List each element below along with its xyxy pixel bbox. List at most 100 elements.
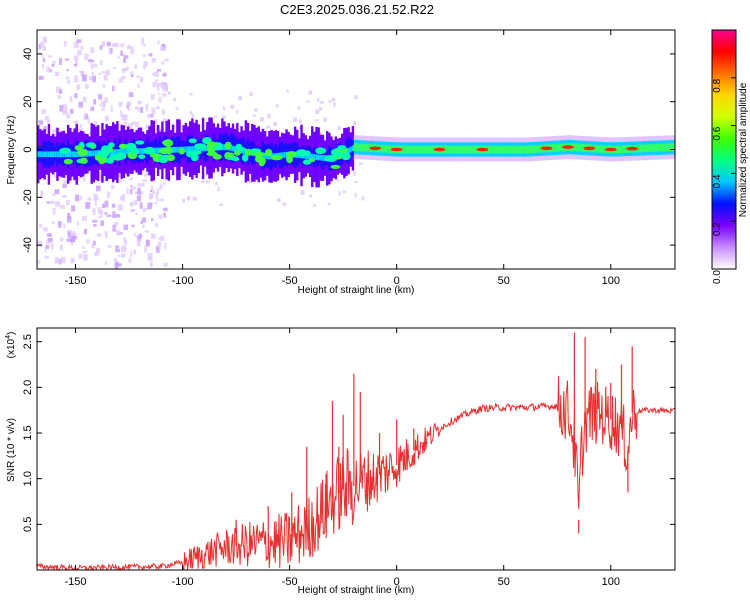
spectrogram-noise-cell [142,217,147,223]
spectrogram-band-core [520,145,524,154]
spectrogram-band-core [171,147,175,153]
spectrogram-blob [190,153,199,162]
spectrogram-x-ticks: -150 -100 -50 0 50 100 [65,30,620,287]
spectrogram-band-core [501,145,504,154]
spectrogram-noise-cell [156,106,160,110]
snr-y-tick-label: 1.5 [22,425,34,440]
spectrogram-noise-cell [37,240,43,247]
snr-x-tick-label: 0 [394,576,400,588]
spectrogram-blob [302,159,312,165]
spectrogram-noise-cell [65,76,70,80]
spectrogram-noise-cell [159,187,162,191]
spectrogram-noise-cell [143,64,146,70]
spectrogram-band-core [193,146,196,152]
spectrogram-noise-cell [66,200,70,206]
spectrogram-blob [138,154,146,159]
spectrogram-noise-cell [87,197,92,201]
spectrogram-band-core [488,145,492,154]
spectrogram-noise-cell [126,102,130,109]
spectrogram-noise-cell [70,257,75,264]
spectrogram-band-core [645,144,648,153]
spectrogram-noise-cell [323,117,327,122]
spectrogram-noise-cell [160,46,165,51]
spectrogram-noise-cell [70,243,74,246]
spectrogram-noise-cell [104,115,109,122]
spectrogram-noise-cell [92,75,96,83]
spectrogram-band-core [43,151,46,158]
spectrogram-band-core [411,145,415,154]
spectrogram-noise-cell [67,231,71,238]
spectrogram-noise-cell [154,79,159,82]
spectrogram-noise-cell [72,235,78,240]
spectrogram-noise-cell [130,48,135,55]
spectrogram-noise-cell [277,198,281,203]
colorbar-tick-label: 0.8 [712,78,723,92]
spectrogram-noise-cell [97,215,102,218]
spectrogram-noise-cell [90,47,95,54]
spectrogram-noise-cell [129,177,133,181]
figure-title: C2E3.2025.036.21.52.R22 [280,2,434,17]
spectrogram-noise-cell [142,208,146,213]
spectrogram-band-core [126,148,130,155]
spectrogram-noise-cell [160,198,164,202]
spectrogram-noise-cell [38,223,43,228]
spectrogram-x-tick-label: 0 [394,275,400,287]
spectrogram-noise-cell [161,109,166,115]
spectrogram-band-core [92,150,96,157]
spectrogram-noise-cell [47,233,52,237]
spectrogram-noise-cell [300,189,305,195]
spectrogram-noise-cell [201,180,205,183]
spectrogram-band-core [122,148,126,155]
snr-frame [36,327,676,571]
spectrogram-noise-cell [78,101,83,108]
spectrogram-noise-cell [108,244,112,248]
spectrogram-noise-cell [73,63,78,67]
spectrogram-band-core [311,153,314,160]
spectrogram-band-core [527,145,530,154]
spectrogram-noise-cell [120,50,123,56]
spectrogram-blob [106,157,115,164]
spectrogram-noise-cell [74,93,78,98]
spectrogram-noise-cell [318,107,323,111]
spectrogram-band-core [418,145,421,154]
spectrogram-noise-cell [131,224,135,228]
spectrogram-noise-cell [60,256,66,264]
spectrogram-band-core [383,144,387,153]
spectrogram-band-core [595,144,599,153]
spectrogram-blob [99,151,109,159]
spectrogram-noise-cell [154,201,157,204]
spectrogram-noise-cell [83,228,88,235]
spectrogram-noise-cell [161,61,165,65]
spectrogram-noise-cell [164,242,167,250]
spectrogram-noise-cell [126,45,131,50]
spectrogram-noise-cell [46,66,51,73]
spectrogram-noise-cell [69,108,74,114]
spectrogram-band-core [617,145,620,154]
spectrogram-noise-cell [88,132,93,135]
spectrogram-noise-cell [130,251,133,258]
spectrogram-noise-cell [66,113,70,120]
spectrogram-noise-cell [137,100,142,105]
spectrogram-band-core [233,146,237,152]
spectrogram-band-core [655,144,659,152]
spectrogram-band-core [385,145,389,153]
spectrogram-noise-cell [106,69,110,76]
spectrogram-band-core [308,153,312,160]
colorbar: 0.0 0.2 0.4 0.6 0.8 Normalized spectral ampl… [711,29,749,284]
spectrogram-noise-cell [230,104,235,109]
spectrogram-noise-cell [63,224,66,229]
spectrogram-noise-cell [121,76,126,80]
spectrogram-noise-cell [128,258,132,263]
spectrogram-band-core [51,151,55,158]
spectrogram-blob [341,152,351,161]
spectrogram-noise-cell [121,194,126,202]
spectrogram-noise-cell [144,207,148,211]
spectrogram-noise-cell [101,100,104,104]
spectrogram-noise-cell [42,57,46,63]
spectrogram-band-core [195,145,198,152]
spectrogram-noise-cell [130,71,134,76]
spectrogram-band-core [657,143,661,152]
spectrogram-noise-cell [114,262,119,269]
spectrogram-noise-cell [172,97,177,102]
spectrogram-band-core [186,146,190,153]
